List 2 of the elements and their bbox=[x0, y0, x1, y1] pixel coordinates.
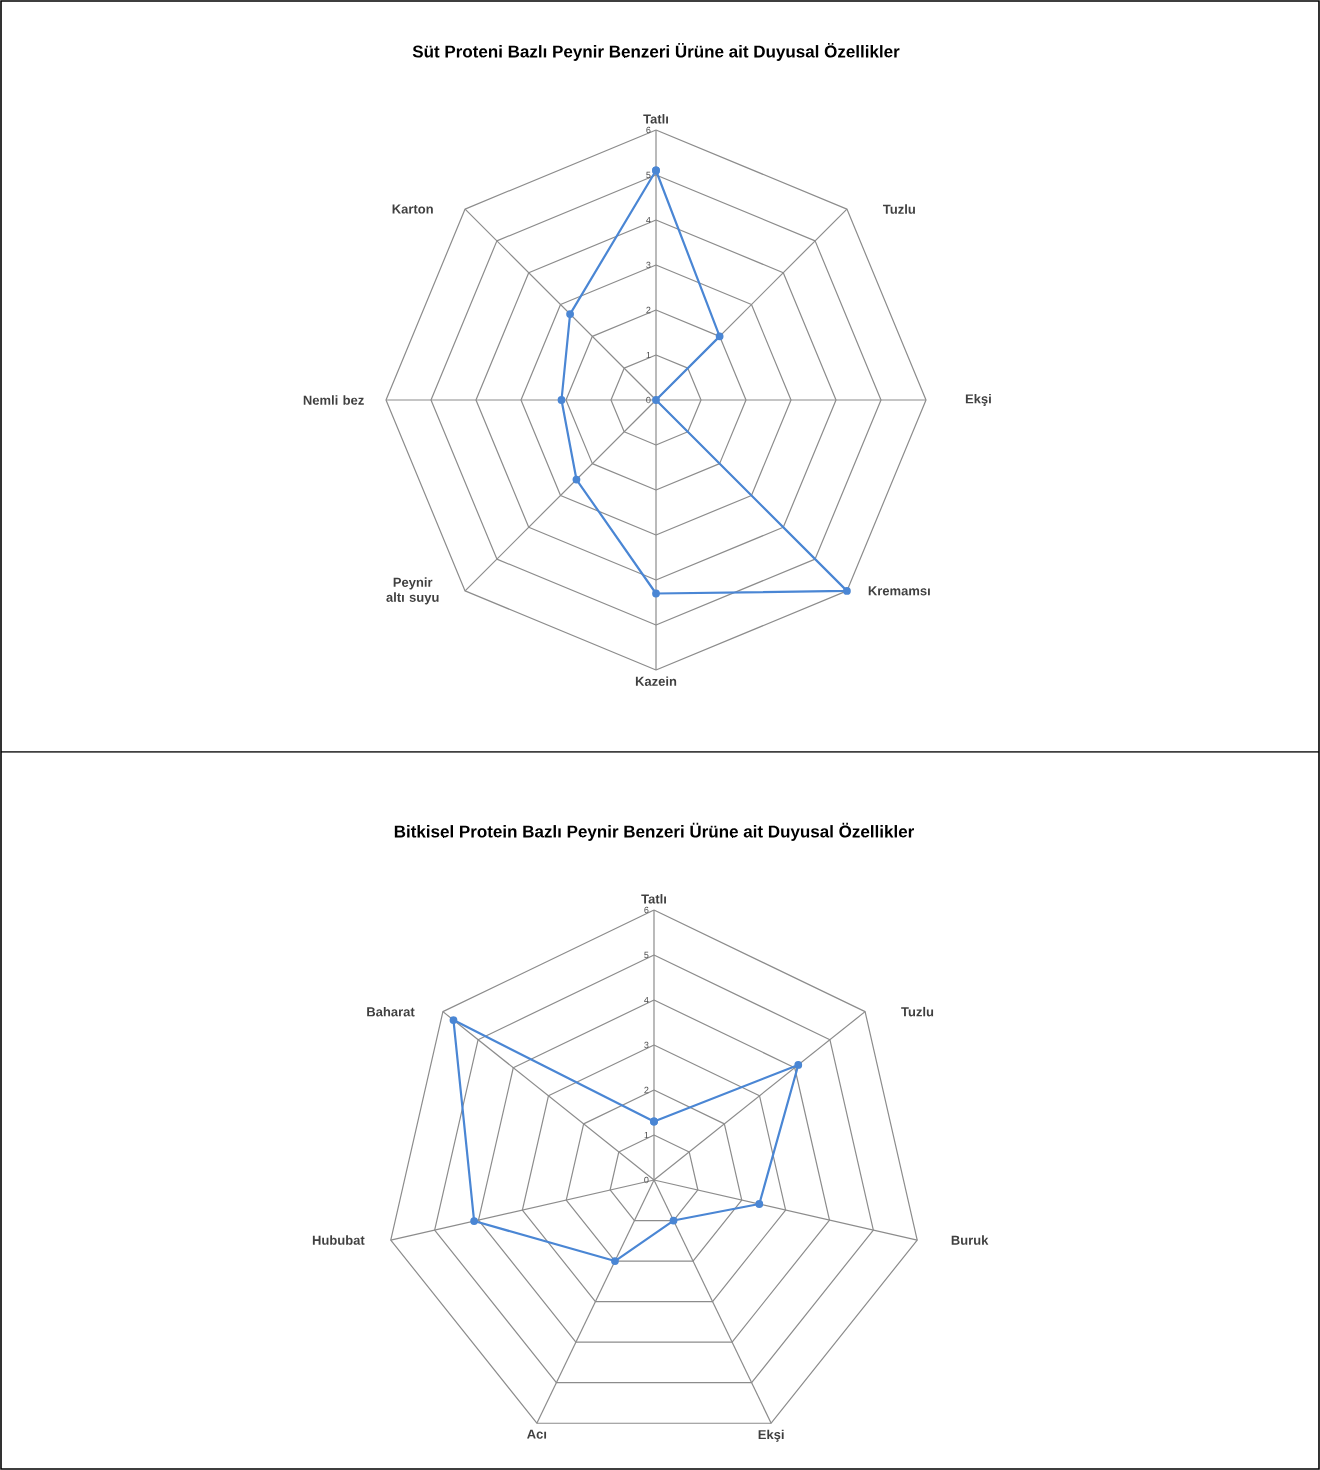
chart-title: Süt Proteni Bazlı Peynir Benzeri Ürüne ait Duyusal Özellikler bbox=[412, 42, 900, 61]
chart-title: Bitkisel Protein Bazlı Peynir Benzeri Ürüne ait Duyusal Özellikler bbox=[394, 822, 914, 841]
